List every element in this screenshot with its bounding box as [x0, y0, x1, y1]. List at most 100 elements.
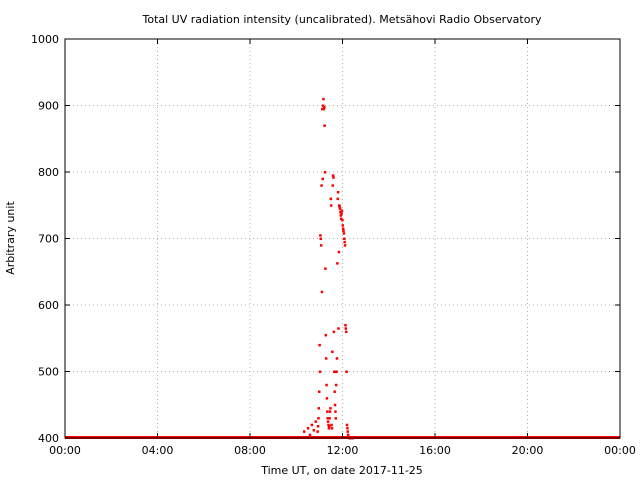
data-point [339, 214, 343, 217]
data-point [339, 210, 342, 214]
y-tick-label: 800 [38, 166, 59, 179]
data-point [327, 427, 331, 430]
data-point [345, 370, 348, 373]
data-point [344, 323, 347, 327]
data-point [322, 107, 326, 111]
data-point [331, 350, 334, 354]
data-point [334, 417, 338, 420]
data-point [344, 327, 348, 330]
data-point [317, 407, 321, 410]
x-tick-label: 04:00 [142, 444, 174, 457]
data-point [325, 397, 329, 400]
x-tick-label: 16:00 [419, 444, 451, 457]
data-point [337, 327, 340, 330]
data-point [332, 176, 335, 179]
data-point [328, 417, 331, 420]
data-point [316, 425, 320, 428]
data-point [318, 370, 322, 373]
data-point [308, 433, 312, 437]
data-point [314, 420, 318, 423]
data-point [342, 232, 346, 235]
x-tick-label: 00:00 [49, 444, 81, 457]
data-point [333, 390, 336, 393]
data-point [332, 330, 336, 334]
y-tick-label: 500 [38, 366, 59, 379]
data-point [326, 420, 330, 423]
chart-title: Total UV radiation intensity (uncalibrat… [142, 13, 542, 26]
data-point [340, 212, 343, 215]
plot-frame [64, 38, 621, 439]
x-axis-ticks: 00:00 04:00 08:00 12:00 16:00 20:00 00:00 [49, 39, 636, 457]
data-point [320, 184, 323, 187]
data-point [345, 423, 349, 427]
data-point [329, 407, 332, 410]
data-point [327, 423, 330, 427]
data-point [343, 244, 347, 247]
data-point [334, 383, 338, 387]
data-point [333, 403, 337, 407]
data-point [312, 429, 316, 432]
y-tick-label: 600 [38, 299, 59, 312]
data-point [341, 224, 344, 227]
data-point [319, 234, 322, 237]
y-tick-label: 400 [38, 432, 59, 445]
data-point [335, 370, 338, 373]
x-tick-label: 08:00 [234, 444, 266, 457]
data-point [317, 390, 321, 393]
data-point [329, 197, 333, 201]
data-point [326, 417, 329, 420]
data-point [310, 423, 314, 427]
data-point [328, 425, 331, 428]
data-point [342, 229, 345, 233]
data-point [341, 218, 344, 222]
y-tick-label: 1000 [31, 33, 59, 46]
data-point [346, 427, 349, 430]
data-point [326, 410, 329, 413]
data-point [344, 330, 348, 334]
data-point [306, 427, 310, 430]
data-point [321, 177, 324, 181]
data-point [336, 262, 339, 265]
data-point [336, 197, 339, 201]
data-point [319, 237, 323, 240]
data-point [346, 433, 350, 437]
data-point [323, 105, 326, 109]
data-point [333, 370, 336, 373]
data-point [317, 417, 320, 420]
x-tick-label: 20:00 [512, 444, 544, 457]
data-point [346, 430, 350, 433]
data-point [334, 410, 337, 413]
data-point [323, 124, 326, 127]
data-point [338, 207, 342, 211]
data-point [343, 240, 346, 244]
data-point [328, 410, 332, 413]
data-point [320, 290, 324, 294]
data-point [324, 333, 328, 337]
data-point [336, 190, 340, 194]
x-tick-label: 12:00 [327, 444, 359, 457]
data-point [330, 423, 333, 427]
data-point [343, 237, 346, 240]
data-points [302, 97, 355, 440]
data-point [319, 244, 323, 247]
x-axis-label: Time UT, on date 2017-11-25 [260, 464, 423, 477]
data-point [338, 205, 341, 209]
data-point [323, 171, 327, 174]
data-point [330, 427, 334, 430]
data-point [322, 97, 325, 101]
data-point [339, 217, 343, 221]
y-tick-label: 900 [38, 100, 59, 113]
data-point [321, 107, 324, 111]
x-tick-label: 00:00 [604, 444, 636, 457]
data-point [325, 383, 328, 387]
data-point [337, 250, 341, 254]
data-point [329, 204, 333, 207]
y-axis-label: Arbitrary unit [4, 201, 17, 275]
data-point [321, 104, 325, 107]
data-point [318, 343, 321, 347]
data-point [316, 430, 319, 433]
grid-lines [65, 39, 620, 438]
data-point [341, 227, 345, 231]
data-point [335, 357, 339, 360]
